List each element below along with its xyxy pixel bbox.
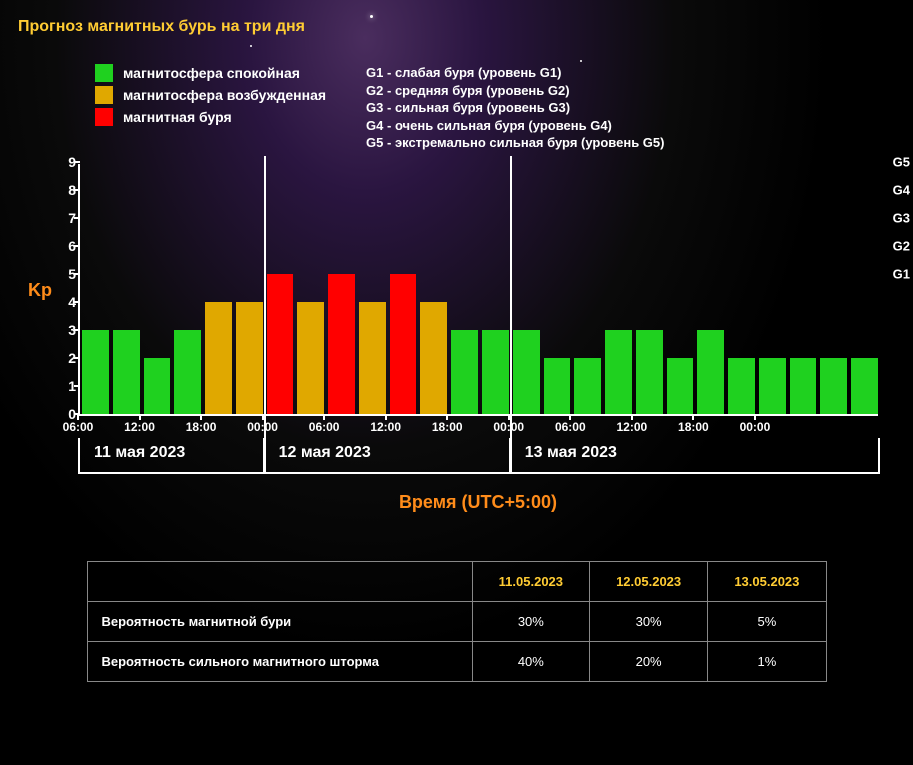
bar [267,274,294,414]
g-label: G5 [893,154,910,169]
y-tick: 6 [52,238,76,254]
y-tick: 8 [52,182,76,198]
g-scale-line: G5 - экстремально сильная буря (уровень … [366,134,664,152]
legend-colors: магнитосфера спокойная магнитосфера возбу… [95,64,326,152]
bar [82,330,109,414]
bar [574,358,601,414]
y-tick: 3 [52,322,76,338]
legend-label: магнитная буря [123,109,232,125]
probability-table: 11.05.202312.05.202313.05.2023Вероятност… [87,561,827,682]
bar [420,302,447,414]
y-tick: 7 [52,210,76,226]
day-label: 12 мая 2023 [279,444,371,462]
g-label: G4 [893,182,910,197]
legend: магнитосфера спокойная магнитосфера возбу… [0,36,913,152]
bar [605,330,632,414]
legend-item: магнитосфера спокойная [95,64,326,82]
table-row-label: Вероятность магнитной бури [87,601,472,641]
y-tick: 9 [52,154,76,170]
x-tick: 06:00 [555,420,586,434]
bar [636,330,663,414]
table-row-label: Вероятность сильного магнитного шторма [87,641,472,681]
x-tick: 12:00 [616,420,647,434]
bar [667,358,694,414]
x-tick: 12:00 [370,420,401,434]
x-tick: 18:00 [432,420,463,434]
legend-swatch [95,86,113,104]
bar [820,358,847,414]
g-scale-line: G2 - средняя буря (уровень G2) [366,82,664,100]
bar [697,330,724,414]
legend-swatch [95,64,113,82]
bar [236,302,263,414]
y-tick: 1 [52,378,76,394]
y-tick: 4 [52,294,76,310]
legend-item: магнитная буря [95,108,326,126]
table-corner [87,561,472,601]
legend-label: магнитосфера спокойная [123,65,300,81]
day-label: 13 мая 2023 [525,444,617,462]
bar [297,302,324,414]
table-cell: 5% [708,601,826,641]
x-tick: 00:00 [493,420,524,434]
table-cell: 40% [472,641,589,681]
x-tick: 06:00 [309,420,340,434]
g-scale-line: G4 - очень сильная буря (уровень G4) [366,117,664,135]
table-date-header: 12.05.2023 [590,561,708,601]
day-labels: 11 мая 2023 12 мая 2023 13 мая 2023 [78,438,878,474]
bar [113,330,140,414]
bar [451,330,478,414]
x-tick: 00:00 [247,420,278,434]
g-scale-line: G3 - сильная буря (уровень G3) [366,99,664,117]
bar [482,330,509,414]
bar [728,358,755,414]
bar [790,358,817,414]
x-tick: 18:00 [186,420,217,434]
table-date-header: 13.05.2023 [708,561,826,601]
x-ticks: 06:00 12:00 18:00 00:00 06:00 12:00 18:00 00:00… [78,416,878,438]
y-tick: 5 [52,266,76,282]
kp-chart: Kр 0123456789G1G2G3G4G5 06:0012:0018:000… [28,164,890,513]
x-axis-title: Время (UTC+5:00) [78,492,878,513]
bar [513,330,540,414]
plot-area: 0123456789G1G2G3G4G5 [78,164,878,416]
g-label: G3 [893,210,910,225]
legend-item: магнитосфера возбужденная [95,86,326,104]
table-cell: 1% [708,641,826,681]
table-row: Вероятность сильного магнитного шторма40… [87,641,826,681]
g-label: G2 [893,238,910,253]
day-segment: 12 мая 2023 [265,438,511,474]
bar [759,358,786,414]
bar [328,274,355,414]
x-tick: 12:00 [124,420,155,434]
bar [174,330,201,414]
bar [144,358,171,414]
table-cell: 30% [590,601,708,641]
table-cell: 20% [590,641,708,681]
g-scale-line: G1 - слабая буря (уровень G1) [366,64,664,82]
table-cell: 30% [472,601,589,641]
bar [390,274,417,414]
day-segment: 13 мая 2023 [511,438,880,474]
y-tick: 2 [52,350,76,366]
table-row: Вероятность магнитной бури30%30%5% [87,601,826,641]
day-label: 11 мая 2023 [94,444,185,462]
y-axis-label: Kр [28,280,52,301]
x-tick: 00:00 [740,420,771,434]
bar [359,302,386,414]
x-tick: 06:00 [63,420,94,434]
bar [205,302,232,414]
g-label: G1 [893,266,910,281]
legend-g-scale: G1 - слабая буря (уровень G1)G2 - средня… [366,64,664,152]
x-tick: 18:00 [678,420,709,434]
table-date-header: 11.05.2023 [472,561,589,601]
legend-label: магнитосфера возбужденная [123,87,326,103]
page-title: Прогноз магнитных бурь на три дня [0,0,913,36]
day-segment: 11 мая 2023 [80,438,265,474]
bar [544,358,571,414]
bar [851,358,878,414]
legend-swatch [95,108,113,126]
